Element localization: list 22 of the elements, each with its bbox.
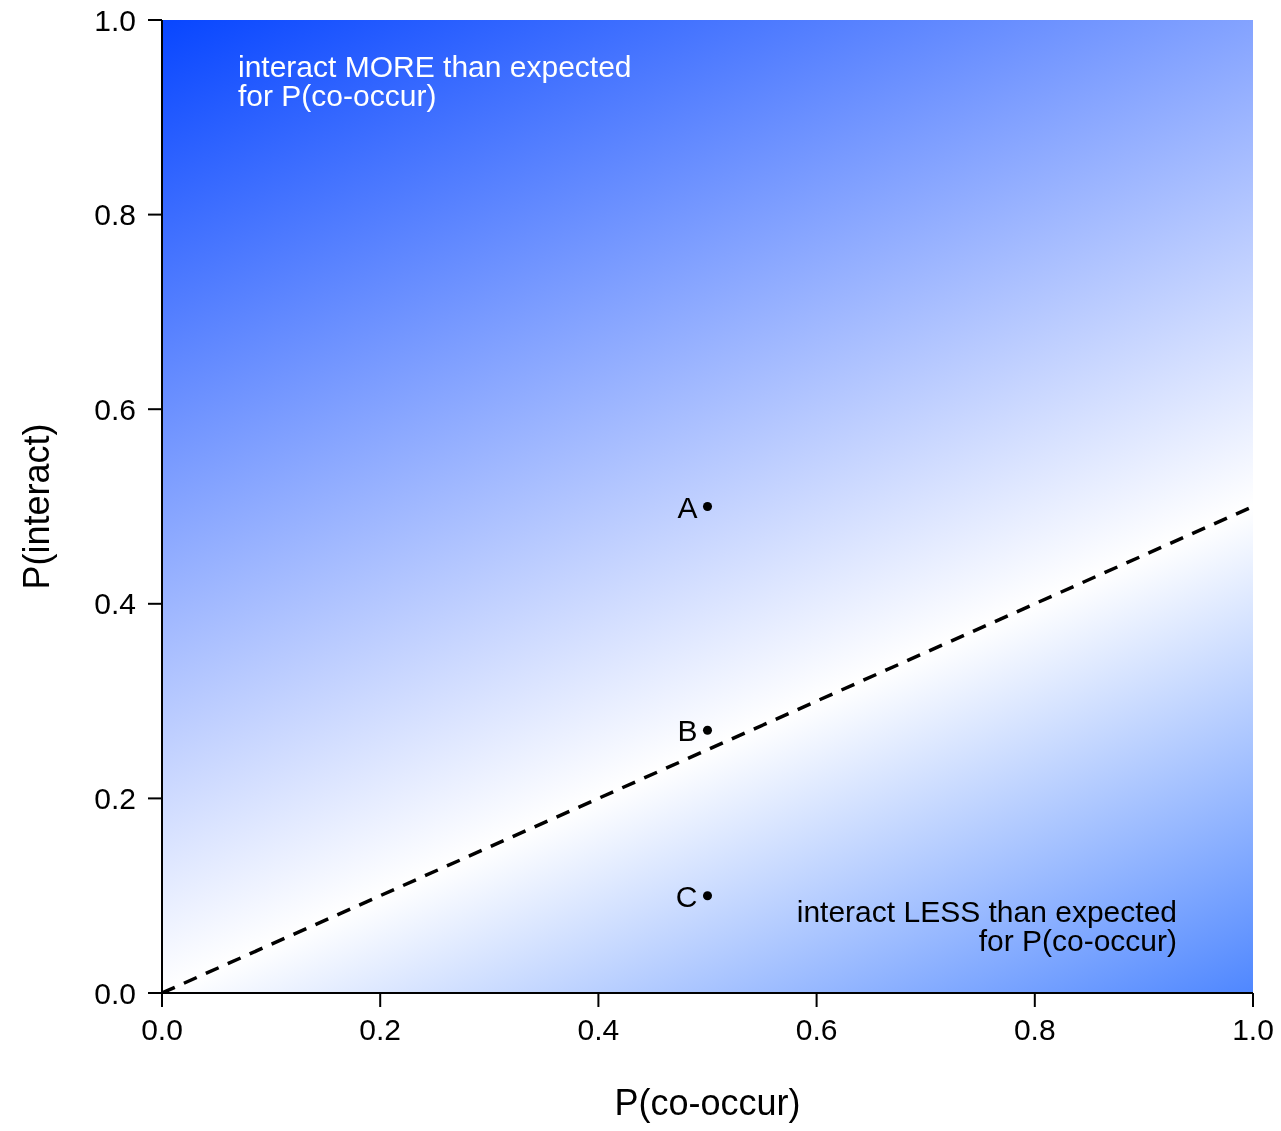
y-axis-title: P(interact)	[15, 423, 57, 590]
x-tick-label: 0.0	[141, 1013, 183, 1047]
x-tick-label: 0.4	[577, 1013, 620, 1047]
point	[702, 501, 713, 512]
x-tick-label: 1.0	[1232, 1013, 1274, 1047]
x-tick-label: 0.6	[795, 1013, 838, 1047]
annotation: interact LESS than expected for P(co-occur)	[796, 895, 1177, 957]
data-label: A	[677, 490, 698, 524]
x-tick-label: 0.8	[1013, 1013, 1056, 1047]
y-tick-label: 0.8	[94, 198, 136, 232]
y-tick-label: 0.0	[94, 976, 136, 1010]
y-tick-label: 0.2	[94, 782, 136, 816]
y-tick-label: 0.4	[94, 587, 136, 621]
data-label: B	[677, 714, 698, 748]
data-label: C	[675, 879, 698, 913]
y-tick-label: 0.6	[94, 392, 136, 426]
x-tick-label: 0.2	[359, 1013, 402, 1047]
point	[702, 891, 713, 901]
point	[702, 725, 713, 735]
annotation: interact MORE than expected for P(co-occur)	[238, 50, 632, 112]
y-tick-label: 1.0	[94, 3, 136, 37]
x-axis-title: P(co-occur)	[614, 1082, 801, 1123]
